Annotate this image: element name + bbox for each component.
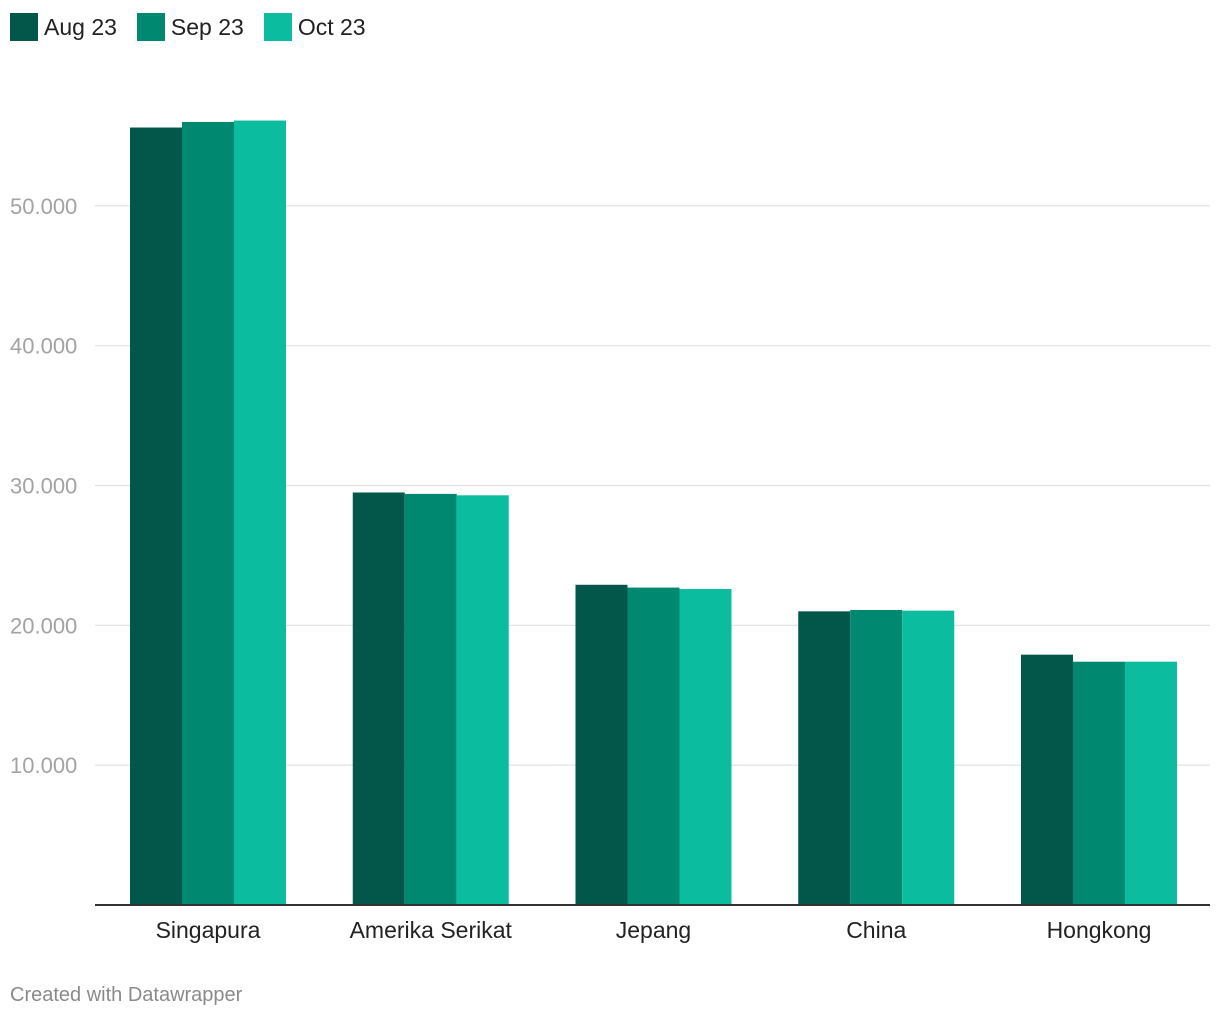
x-tick-label: China <box>846 917 906 943</box>
legend-item-oct-23: Oct 23 <box>263 13 366 41</box>
legend: Aug 23 Sep 23 Oct 23 <box>10 12 386 42</box>
x-tick-label: Jepang <box>616 917 691 943</box>
legend-label-aug-23: Aug 23 <box>44 13 117 40</box>
bar <box>234 120 286 905</box>
y-tick-label: 10.000 <box>10 753 77 778</box>
legend-label-oct-23: Oct 23 <box>297 13 366 40</box>
bar <box>627 587 680 905</box>
bar <box>404 493 457 905</box>
y-tick-label: 20.000 <box>10 613 77 638</box>
bar <box>352 492 405 905</box>
legend-item-sep-23: Sep 23 <box>136 13 244 41</box>
x-tick-label: Amerika Serikat <box>350 917 513 943</box>
y-tick-label: 40.000 <box>10 334 77 359</box>
bar <box>456 495 509 905</box>
bar <box>679 588 732 905</box>
legend-swatch-sep-23 <box>136 13 165 41</box>
footer-credit: Created with Datawrapper <box>10 984 243 1006</box>
bar <box>575 584 628 905</box>
bar <box>850 609 903 905</box>
bar <box>1021 654 1073 905</box>
bar <box>1125 661 1177 905</box>
bar <box>1073 661 1125 905</box>
bar <box>902 610 955 905</box>
x-tick-label: Hongkong <box>1047 917 1152 943</box>
bar <box>798 611 851 905</box>
y-tick-label: 30.000 <box>10 474 77 499</box>
legend-label-sep-23: Sep 23 <box>170 13 244 40</box>
legend-swatch-aug-23 <box>10 13 38 41</box>
y-tick-label: 50.000 <box>10 194 77 219</box>
bar <box>182 121 234 905</box>
legend-item-aug-23: Aug 23 <box>10 13 117 41</box>
x-tick-label: Singapura <box>156 917 261 943</box>
legend-swatch-oct-23 <box>263 13 292 41</box>
bar <box>130 127 182 905</box>
